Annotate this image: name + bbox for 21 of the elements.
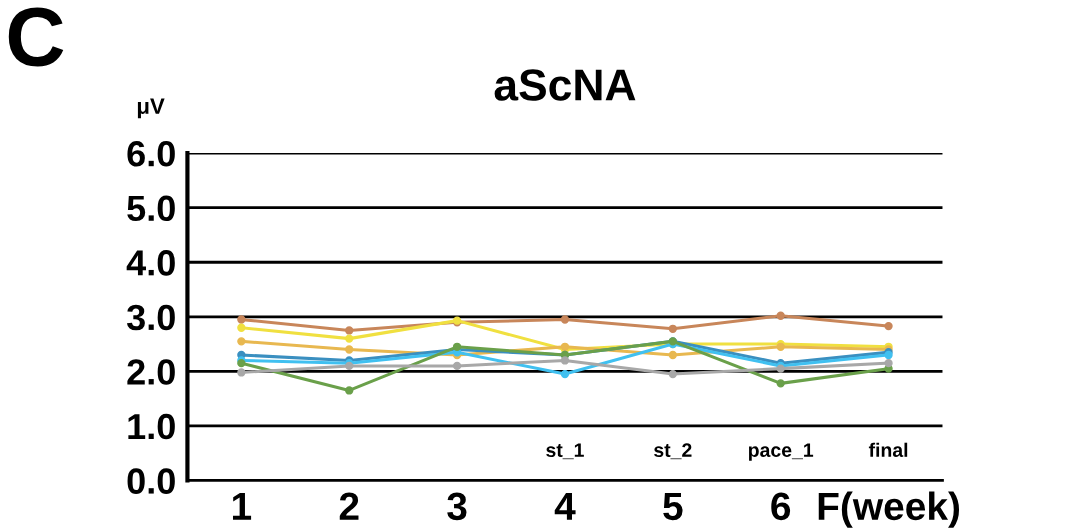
- y-tick-label: 1.0: [128, 413, 175, 440]
- y-tick-label: 3.0: [126, 304, 175, 331]
- text: C: [8, 7, 64, 67]
- chart-title: aScNA: [494, 69, 636, 101]
- y-tick-label: 0.0: [127, 468, 175, 494]
- annotation: st_1: [546, 443, 584, 460]
- x-tick-label: 4: [554, 493, 576, 520]
- y-tick-label: 4.0: [126, 250, 175, 276]
- y-tick-label: 2.0: [127, 359, 175, 385]
- annotation: pace_1: [748, 443, 814, 461]
- x-tick-label: 6: [771, 492, 791, 521]
- x-tick-label: 5: [663, 493, 683, 521]
- y-axis-title: μV: [137, 98, 165, 119]
- annotation: final: [868, 442, 908, 457]
- x-tick-label: 3: [447, 492, 467, 521]
- x-tick-label: 1: [232, 493, 252, 520]
- x-tick-label: F(week): [818, 491, 960, 528]
- y-tick-label: 5.0: [127, 195, 175, 222]
- annotation: st_2: [654, 443, 692, 460]
- x-tick-label: 2: [339, 492, 359, 520]
- y-tick-label: 6.0: [127, 140, 175, 167]
